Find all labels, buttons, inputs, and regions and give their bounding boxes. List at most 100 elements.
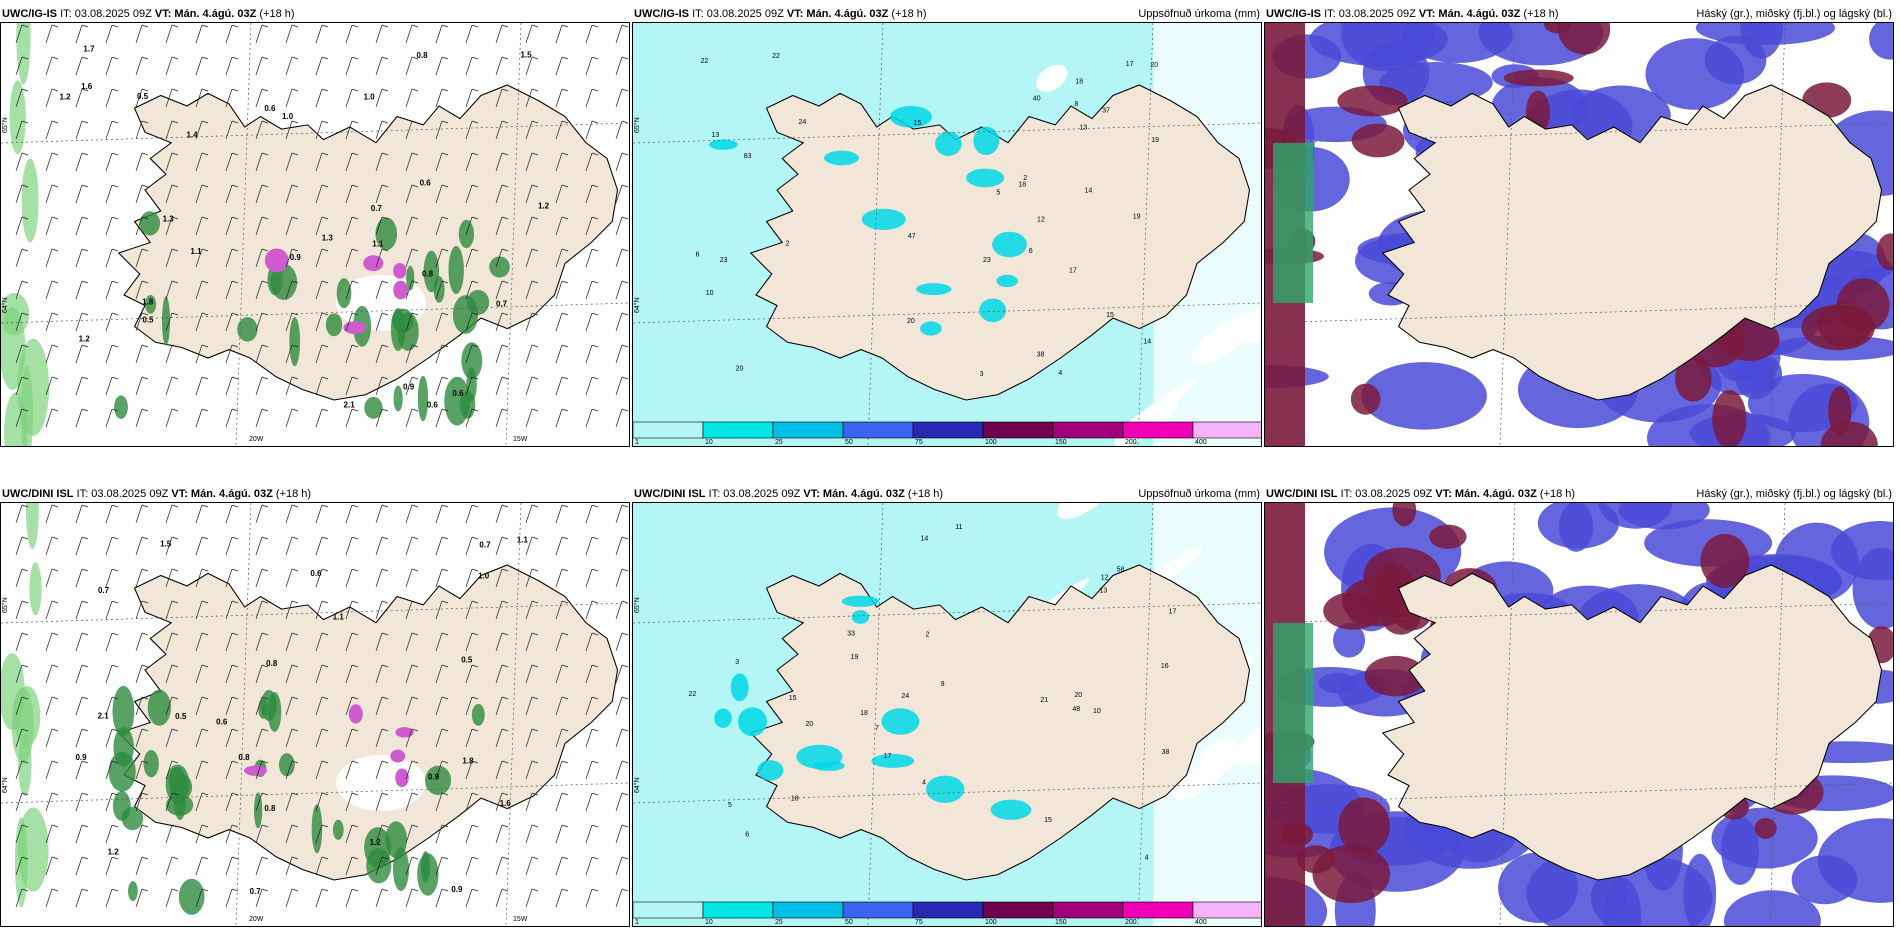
wind-barb xyxy=(105,664,113,684)
map-cloud-ig[interactable] xyxy=(1264,22,1894,447)
wind-barb xyxy=(225,216,233,236)
wind-barb xyxy=(201,152,209,156)
wind-barb xyxy=(81,376,89,380)
wind-barb xyxy=(531,888,539,892)
wind-barb xyxy=(405,600,413,620)
map-cloud-dini[interactable] xyxy=(1264,502,1894,927)
lat-label: 65°N xyxy=(633,597,641,613)
wind-barb xyxy=(231,728,239,732)
wind-barb xyxy=(621,24,629,28)
map-showers-dini[interactable]: 65°N 64°N 20W 15W 0.6 0.7 0.9 0.7 0.5 0.6 1.1 0.8 0.… xyxy=(0,502,630,927)
wind-barb xyxy=(495,824,503,844)
wind-barb xyxy=(591,568,599,572)
wind-barb xyxy=(285,696,293,716)
precip-core xyxy=(979,298,1007,323)
wind-barb xyxy=(171,408,179,412)
map-precip-ig[interactable]: 65°N 64°N 6 2 24 23 13 17 18 17 18 19 14 15 38 37 40 20 20… xyxy=(632,22,1262,447)
wind-barb xyxy=(465,24,473,44)
value-label: 23 xyxy=(720,257,728,264)
wind-barb xyxy=(21,888,29,892)
wind-barb xyxy=(171,376,179,380)
wind-barb xyxy=(441,504,449,508)
wind-barb xyxy=(285,120,293,140)
wind-barb xyxy=(351,536,359,540)
legend-label: 10 xyxy=(705,919,713,926)
wind-barb xyxy=(141,824,149,828)
wind-barb xyxy=(81,664,89,668)
wind-barb xyxy=(171,184,179,188)
value-label: 5 xyxy=(996,190,1000,197)
wind-barb xyxy=(81,184,89,188)
mid-cloud xyxy=(1700,533,1750,588)
panel-header: UWC/IG-IS IT: 03.08.2025 09Z VT: Mán. 4.… xyxy=(634,8,927,20)
value-label: 5 xyxy=(728,802,732,809)
wind-barb xyxy=(321,664,329,668)
wind-barb xyxy=(501,24,509,28)
wind-barb xyxy=(315,184,323,204)
value-label: 1.3 xyxy=(163,214,175,223)
wind-barb xyxy=(591,216,599,220)
wind-barb xyxy=(351,24,359,28)
value-label: 2 xyxy=(785,241,789,248)
wind-barb xyxy=(495,280,503,300)
wind-barb xyxy=(315,88,323,108)
wind-barb xyxy=(21,728,29,732)
wind-barb xyxy=(291,248,299,252)
wind-barb xyxy=(15,888,23,908)
wind-barb xyxy=(381,376,389,380)
wind-barb xyxy=(375,88,383,108)
wind-barb xyxy=(351,504,359,508)
wind-barb xyxy=(321,376,329,380)
wind-barb xyxy=(471,760,479,764)
wind-barb xyxy=(531,728,539,732)
wind-barb xyxy=(525,408,533,428)
wind-barb xyxy=(315,824,323,844)
wind-barb xyxy=(231,536,239,540)
value-label: 1.6 xyxy=(500,799,512,808)
wind-barb xyxy=(51,344,59,348)
wind-barb xyxy=(345,696,353,716)
heavy-shower xyxy=(264,248,289,273)
wind-barb xyxy=(375,536,383,556)
wind-barb xyxy=(75,536,83,556)
wind-barb xyxy=(291,56,299,60)
wind-barb xyxy=(345,24,353,44)
value-label: 0.8 xyxy=(266,659,278,668)
wind-barb xyxy=(615,536,623,556)
wind-barb xyxy=(111,792,119,796)
wind-barb xyxy=(165,696,173,716)
lon-label: 20W xyxy=(249,916,264,923)
wind-barb xyxy=(621,664,629,668)
wind-barb xyxy=(465,760,473,780)
wind-barb xyxy=(231,888,239,892)
wind-barb xyxy=(405,312,413,332)
wind-barb xyxy=(285,504,293,524)
wind-barb xyxy=(15,536,23,556)
wind-barb xyxy=(531,312,539,316)
wind-barb xyxy=(525,504,533,524)
wind-barb xyxy=(405,760,413,780)
wind-barb xyxy=(285,376,293,396)
wind-barb xyxy=(561,856,569,860)
wind-barb xyxy=(261,600,269,604)
wind-barb xyxy=(531,856,539,860)
wind-barb xyxy=(75,696,83,716)
wind-barb xyxy=(75,856,83,876)
wind-barb xyxy=(195,696,203,716)
wind-barb xyxy=(411,792,419,796)
wind-barb xyxy=(615,184,623,204)
wind-barb xyxy=(435,120,443,140)
wind-barb xyxy=(411,24,419,28)
heavy-shower xyxy=(393,280,409,300)
wind-barb xyxy=(561,248,569,252)
map-showers-ig[interactable]: 65°N 64°N 20W 15W 1.0 0.9 0.6 1.0 0.6 1.1 1.3 0.6 0.… xyxy=(0,22,630,447)
wind-barb xyxy=(525,88,533,108)
wind-barb xyxy=(261,632,269,636)
wind-barb xyxy=(465,664,473,684)
wind-barb xyxy=(135,888,143,908)
wind-barb xyxy=(21,280,29,284)
wind-barb xyxy=(381,632,389,636)
map-precip-dini[interactable]: 65°N 64°N 10 4 13 21 17 12 16 14 15 15 18 20 38 24 33 22 1… xyxy=(632,502,1262,927)
shower-cell xyxy=(444,376,470,426)
precip-core xyxy=(796,744,843,769)
